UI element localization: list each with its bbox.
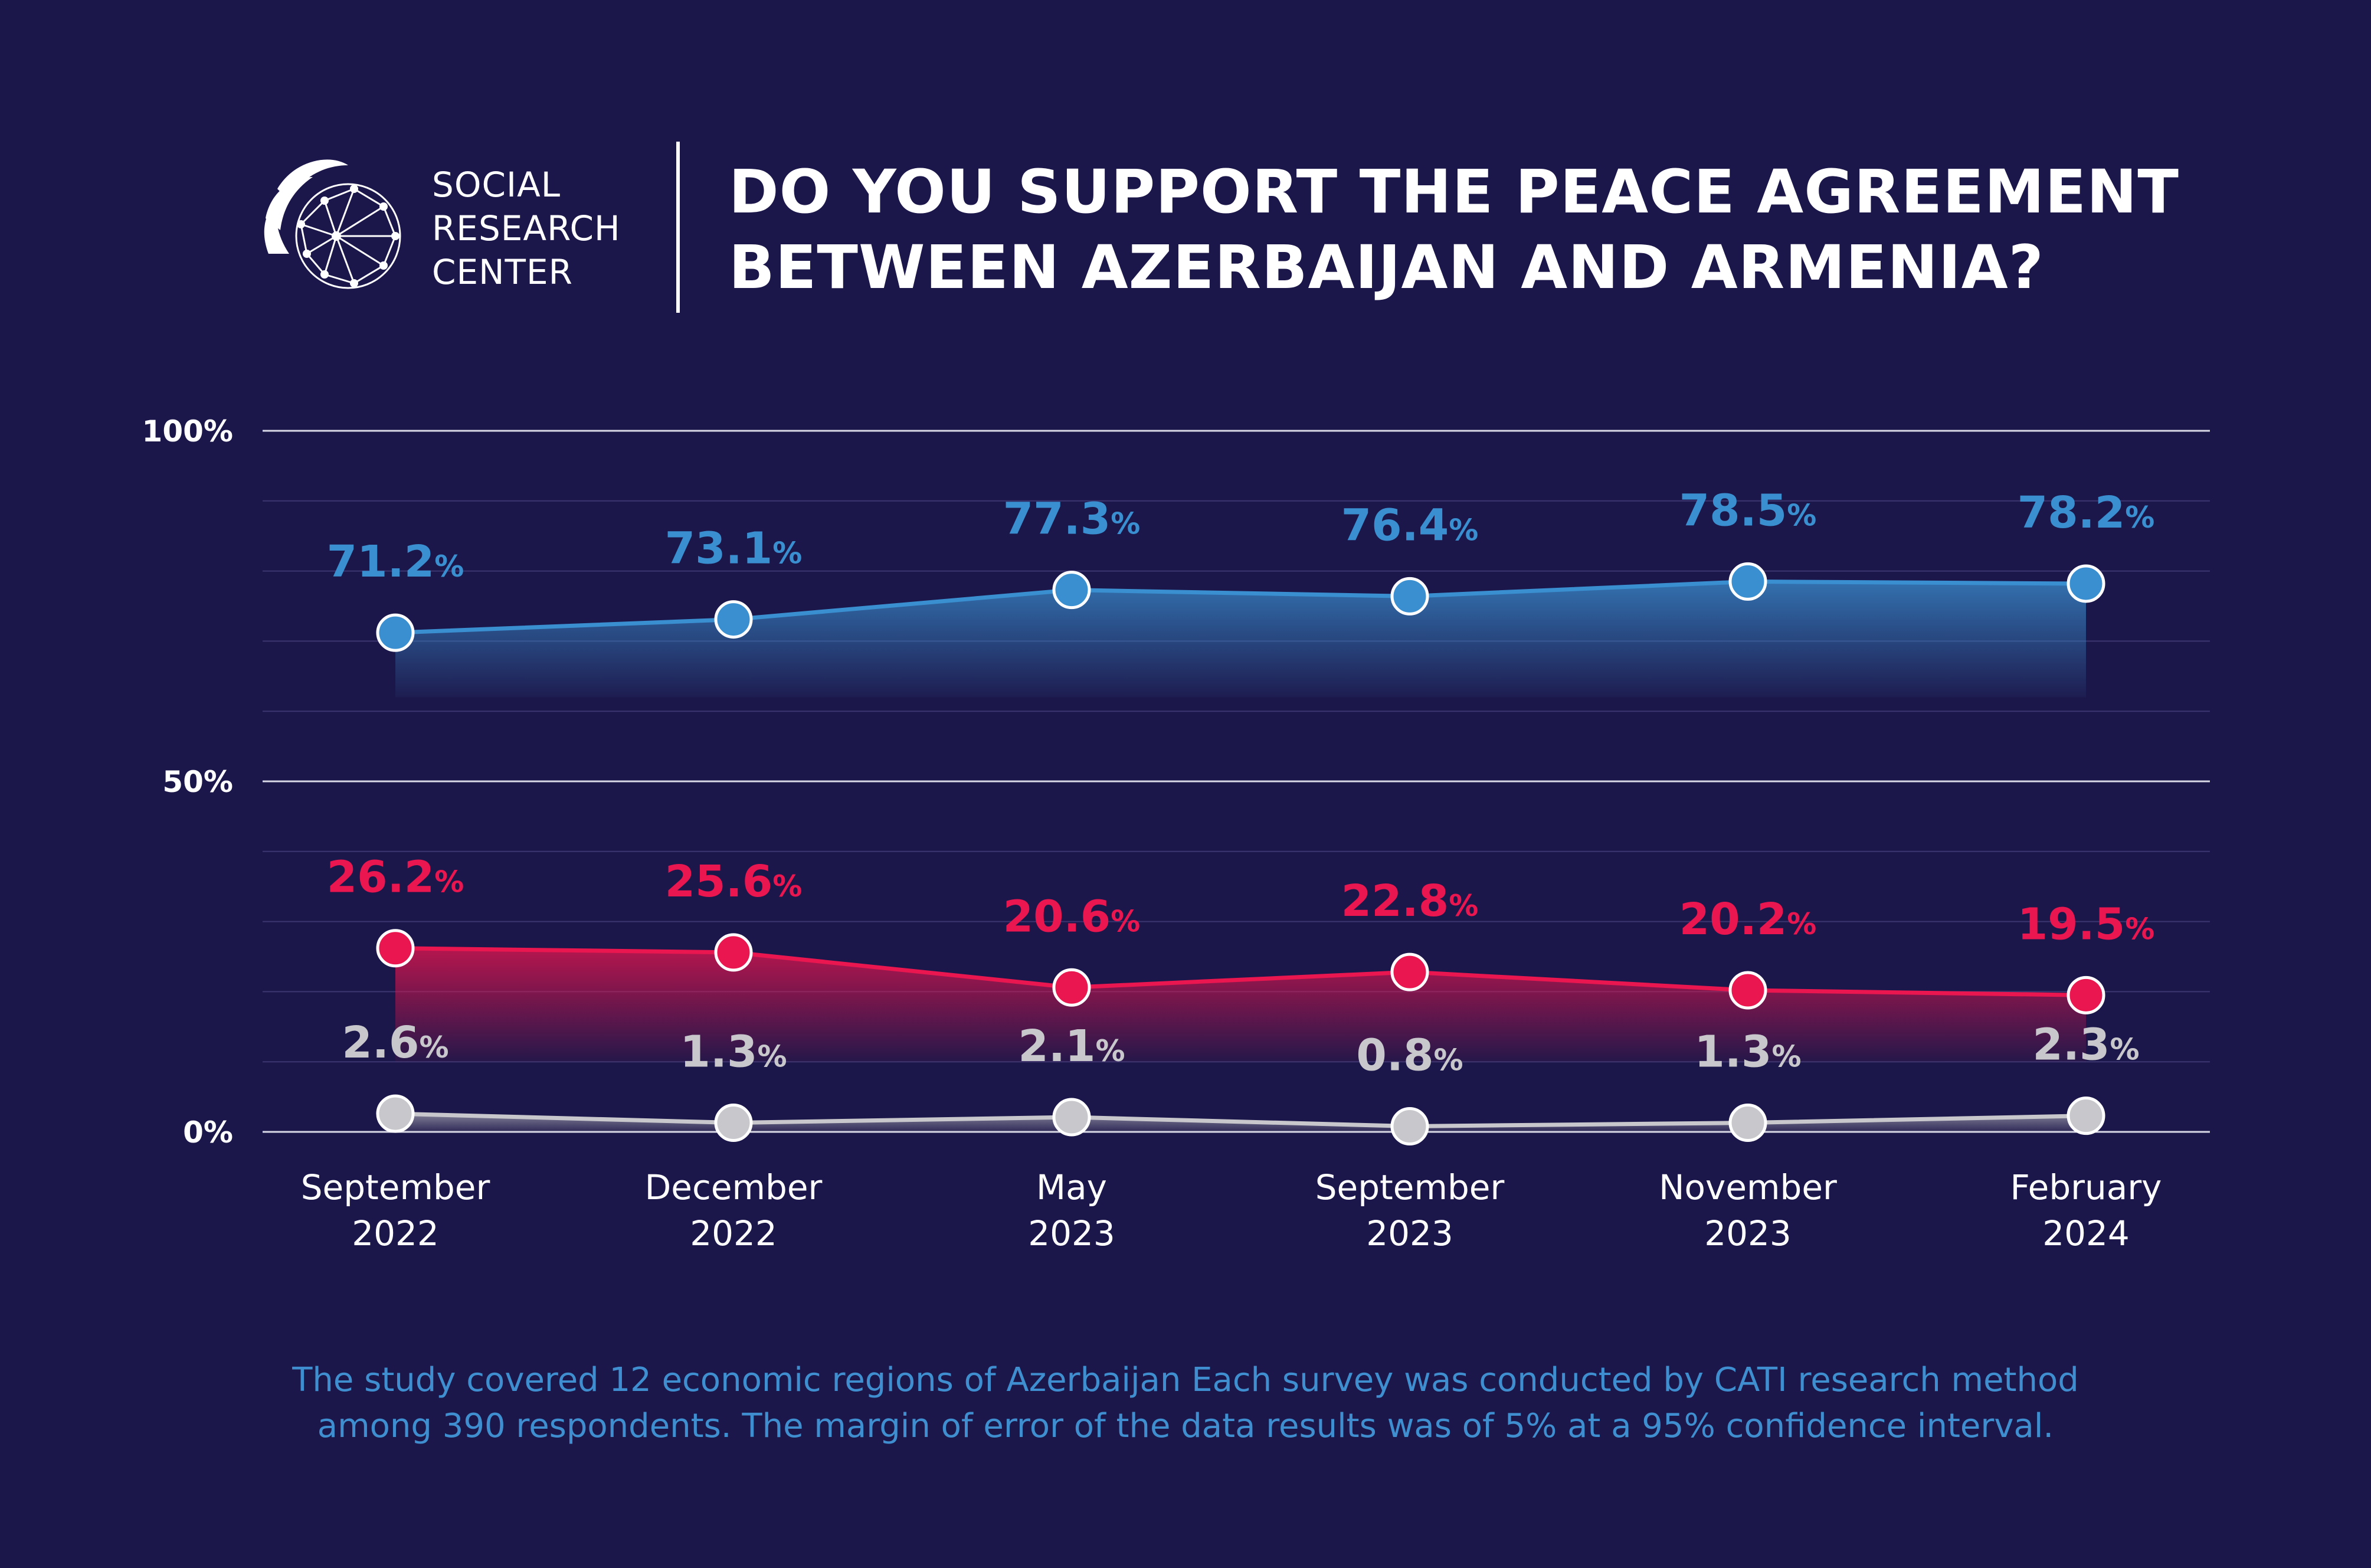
support-point	[1728, 562, 1767, 601]
undecided-point	[714, 1104, 753, 1143]
undecided-point	[1728, 1104, 1767, 1143]
oppose-data-label: 20.6%	[1003, 891, 1141, 942]
oppose-data-label: 19.5%	[2018, 899, 2155, 950]
y-tick-label: 50%	[162, 765, 233, 799]
social-research-center-logo	[264, 159, 401, 289]
chart-title-line: DO YOU SUPPORT THE PEACE AGREEMENT	[729, 157, 2179, 227]
oppose-point	[1052, 968, 1091, 1007]
support-data-label: 71.2%	[327, 536, 464, 587]
x-tick-label: September 2022	[301, 1167, 490, 1253]
undecided-data-label: 2.3%	[2032, 1020, 2139, 1071]
support-line	[395, 579, 2087, 635]
oppose-data-label: 22.8%	[1341, 876, 1479, 927]
line-chart: 71.2% 73.1% 77.3% 76.4% 78.5% 78.2% 26.2% 25.6%…	[142, 414, 2210, 1253]
support-point	[1052, 571, 1091, 610]
support-data-label: 73.1%	[665, 523, 803, 574]
x-tick-label: September 2023	[1315, 1167, 1505, 1253]
y-tick-label: 100%	[142, 414, 233, 449]
undecided-data-label: 1.3%	[680, 1027, 787, 1078]
undecided-line	[395, 1111, 2087, 1128]
undecided-point	[376, 1094, 415, 1133]
undecided-data-label: 2.1%	[1018, 1021, 1125, 1072]
oppose-line	[395, 946, 2087, 997]
logo-line: SOCIAL	[432, 165, 561, 205]
oppose-data-label: 20.2%	[1679, 894, 1817, 945]
x-tick-label: May 2023	[1028, 1167, 1115, 1253]
y-tick-label: 0%	[183, 1115, 233, 1150]
undecided-data-label: 0.8%	[1356, 1030, 1463, 1081]
oppose-point	[1390, 952, 1429, 991]
chart-title-line: BETWEEN AZERBAIJAN AND ARMENIA?	[729, 233, 2044, 303]
support-data-label: 76.4%	[1341, 500, 1479, 551]
support-area	[395, 581, 2086, 698]
support-point	[1390, 577, 1429, 616]
logo-text: SOCIAL RESEARCH CENTER	[432, 163, 621, 294]
undecided-point	[2067, 1096, 2105, 1135]
oppose-data-label: 25.6%	[665, 856, 803, 907]
support-data-label: 78.5%	[1679, 485, 1817, 536]
support-point	[2067, 564, 2105, 603]
undecided-point	[1052, 1098, 1091, 1137]
logo-line: CENTER	[432, 252, 573, 292]
logo-line: RESEARCH	[432, 208, 621, 248]
x-tick-label: December 2022	[645, 1167, 823, 1253]
oppose-point	[1728, 971, 1767, 1010]
support-point	[714, 600, 753, 639]
footnote-line: The study covered 12 economic regions of…	[292, 1361, 2079, 1399]
undecided-point	[1390, 1107, 1429, 1145]
header: SOCIAL RESEARCH CENTER DO YOU SUPPORT TH…	[260, 142, 2179, 319]
x-tick-label: February 2024	[2010, 1167, 2162, 1253]
undecided-data-label: 1.3%	[1694, 1027, 1801, 1078]
oppose-point	[714, 933, 753, 972]
support-data-label: 77.3%	[1003, 494, 1141, 545]
oppose-point	[2067, 976, 2105, 1014]
support-point	[376, 613, 415, 652]
header-divider	[676, 142, 680, 313]
oppose-point	[376, 929, 415, 968]
undecided-data-label: 2.6%	[342, 1017, 448, 1068]
oppose-data-label: 26.2%	[327, 852, 464, 903]
x-tick-label: November 2023	[1659, 1167, 1837, 1253]
footnote-line: among 390 respondents. The margin of err…	[317, 1407, 2054, 1445]
chart-title: DO YOU SUPPORT THE PEACE AGREEMENT BETWE…	[729, 155, 2179, 306]
footnote: The study covered 12 economic regions of…	[0, 1357, 2371, 1449]
support-data-label: 78.2%	[2018, 487, 2155, 538]
oppose-area	[395, 948, 2086, 1062]
